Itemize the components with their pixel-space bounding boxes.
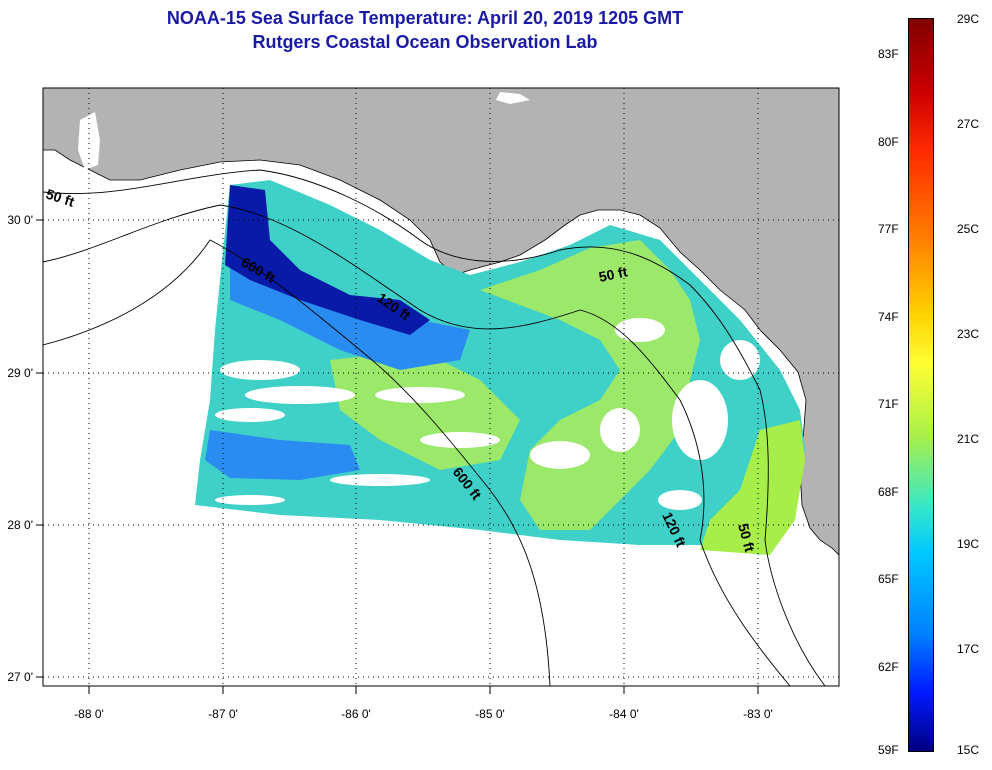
colorbar-f-label: 83F — [878, 47, 899, 61]
swath-shelf-east — [700, 420, 805, 555]
colorbar-f-label: 71F — [878, 397, 899, 411]
colorbar-c-label: 21C — [957, 432, 980, 446]
lat-label: 29 0' — [7, 366, 33, 380]
colorbar-c-label: 29C — [957, 12, 980, 26]
lat-label: 30 0' — [7, 213, 33, 227]
axis-ticks — [36, 219, 759, 694]
temperature-colorbar — [908, 18, 934, 752]
cloud-gaps — [215, 318, 760, 510]
colorbar-c-label: 27C — [957, 117, 980, 131]
colorbar-c-label: 25C — [957, 222, 980, 236]
colorbar-f-label: 77F — [878, 222, 899, 236]
contour-600ft — [43, 239, 551, 686]
colorbar-c-label: 19C — [957, 537, 980, 551]
lon-label: -85 0' — [475, 707, 505, 721]
colorbar-c-label: 15C — [957, 743, 980, 757]
colorbar-f-label: 80F — [878, 135, 899, 149]
contour-label: 50 ft — [735, 522, 758, 554]
lon-label: -83 0' — [743, 707, 773, 721]
contour-120ft — [43, 204, 791, 686]
sst-map: -88 0' -87 0' -86 0' -85 0' -84 0' -83 0… — [7, 87, 840, 721]
lat-label: 28 0' — [7, 518, 33, 532]
depth-contours — [43, 169, 826, 686]
land-cloud — [496, 92, 530, 104]
lon-label: -88 0' — [74, 707, 104, 721]
colorbar-f-label: 68F — [878, 485, 899, 499]
bay-shape — [78, 112, 100, 170]
colorbar-c-label: 23C — [957, 327, 980, 341]
swath-cold-band — [225, 185, 430, 335]
colorbar-f-label: 59F — [878, 743, 899, 757]
contour-50ft — [43, 169, 826, 686]
swath-cool-water-2 — [205, 430, 360, 480]
contour-label: 50 ft — [597, 263, 629, 285]
colorbar-f-label: 62F — [878, 660, 899, 674]
colorbar-f-label: 65F — [878, 572, 899, 586]
colorbar-f-label: 74F — [878, 310, 899, 324]
lon-label: -86 0' — [341, 707, 371, 721]
map-subtitle: Rutgers Coastal Ocean Observation Lab — [252, 32, 598, 52]
colorbar-c-label: 17C — [957, 642, 980, 656]
lon-label: -87 0' — [208, 707, 238, 721]
map-frame — [42, 87, 840, 687]
lat-label: 27 0' — [7, 670, 33, 684]
lon-label: -84 0' — [609, 707, 639, 721]
map-title: NOAA-15 Sea Surface Temperature: April 2… — [166, 8, 684, 28]
